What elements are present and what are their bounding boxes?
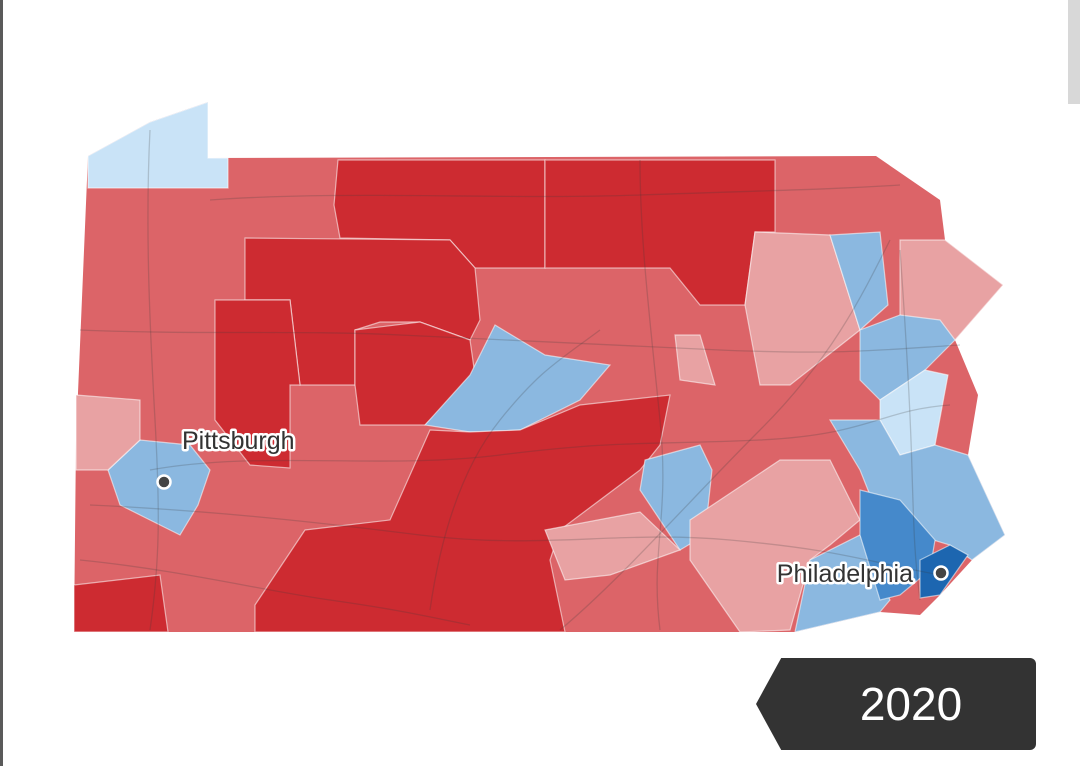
city-pittsburgh: Pittsburgh xyxy=(156,425,297,490)
county-berks-lean-dem xyxy=(828,419,1006,561)
county-regions xyxy=(73,101,1006,633)
county-lackawanna xyxy=(829,231,889,332)
road-i80 xyxy=(79,329,961,353)
road-i70 xyxy=(79,559,471,626)
scrollbar-thumb[interactable] xyxy=(1068,0,1080,104)
county-chester xyxy=(794,534,891,633)
pittsburgh-label: Pittsburgh xyxy=(182,427,295,455)
road-i476 xyxy=(899,249,921,601)
road-us15 xyxy=(639,159,664,631)
pittsburgh-dot xyxy=(156,474,172,490)
county-beaver-slight xyxy=(75,394,141,471)
county-montgomery xyxy=(859,489,936,601)
road-us6 xyxy=(209,184,901,201)
county-snyder-slight xyxy=(674,334,716,386)
philadelphia-label: Philadelphia xyxy=(777,560,913,588)
road-i76 xyxy=(89,504,941,576)
road-i79 xyxy=(147,129,159,631)
road-network xyxy=(79,129,961,631)
road-i81 xyxy=(559,239,891,631)
county-clarion-jefferson xyxy=(214,299,301,469)
road-us22 xyxy=(149,404,951,471)
road-i99 xyxy=(429,329,601,611)
left-border xyxy=(0,0,3,766)
year-label: 2020 xyxy=(859,678,963,730)
county-lehigh xyxy=(859,314,956,401)
city-philadelphia: Philadelphia xyxy=(774,558,949,591)
county-lancaster-slight xyxy=(689,459,861,633)
county-ridge-valley xyxy=(254,394,671,633)
county-adams-york-slight xyxy=(544,511,682,581)
county-greene xyxy=(73,574,169,633)
county-erie xyxy=(87,101,229,189)
philadelphia-dot xyxy=(933,565,949,581)
year-badge[interactable]: 2020 xyxy=(756,658,1036,750)
